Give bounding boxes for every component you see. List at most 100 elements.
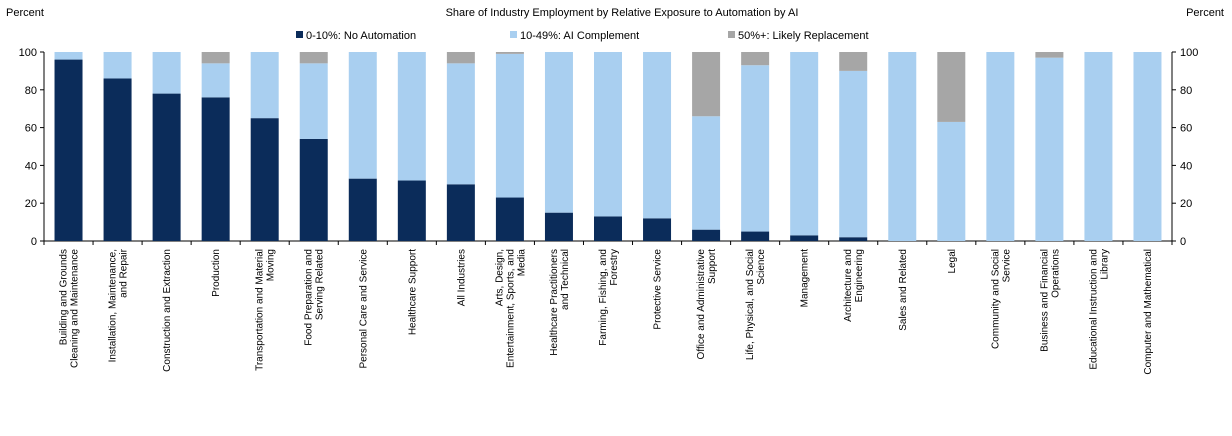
- legend-swatch-2: [728, 31, 735, 38]
- bar-segment-1-11: [594, 52, 622, 217]
- bar-segment-1-20: [1035, 57, 1064, 241]
- bar-segment-2-18: [937, 52, 966, 122]
- x-tick-label-text: All Industries: [456, 249, 467, 306]
- x-tick-label-text: Management: [800, 249, 811, 308]
- x-tick-label-text: Business and FinancialOperations: [1039, 249, 1061, 352]
- x-tick-label-text: Healthcare Support: [407, 249, 418, 335]
- bar-segment-0-2: [152, 93, 181, 241]
- x-tick-label-text: Protective Service: [653, 249, 664, 330]
- x-tick-label-text: Building and GroundsCleaning and Mainten…: [59, 249, 81, 368]
- bar-segment-1-14: [741, 65, 770, 232]
- x-tick-label: Protective Service: [653, 249, 664, 330]
- bar-segment-0-15: [790, 235, 819, 241]
- bar-segment-2-14: [741, 52, 770, 66]
- legend-label-0: 0-10%: No Automation: [306, 30, 416, 42]
- bar-segment-0-0: [54, 59, 83, 242]
- bar-segment-0-12: [643, 218, 672, 241]
- y-tick-label-right: 0: [1180, 236, 1186, 248]
- bar-segment-2-5: [299, 52, 328, 64]
- bar-segment-1-1: [103, 52, 132, 79]
- y-tick-label-left: 0: [31, 236, 37, 248]
- x-tick-label: Personal Care and Service: [358, 249, 369, 369]
- legend: 0-10%: No Automation 10-49%: AI Complemen…: [296, 30, 869, 42]
- bar-segment-1-0: [54, 52, 83, 60]
- bar-segment-1-2: [152, 52, 181, 94]
- bar-segment-0-3: [201, 97, 230, 241]
- x-tick-label: Architecture andEngineering: [843, 249, 865, 322]
- x-tick-label-text: Farming, Fishing, andForestry: [598, 249, 620, 346]
- bar-segment-1-17: [888, 52, 917, 241]
- x-axis-labels: Building and GroundsCleaning and Mainten…: [59, 248, 1154, 374]
- bar-segment-2-9: [495, 52, 524, 54]
- bar-segment-1-10: [544, 52, 573, 213]
- bar-segment-1-6: [348, 52, 377, 179]
- y-tick-label-left: 80: [25, 85, 37, 97]
- x-tick-label: Arts, Design,Entertainment, Sports, andM…: [494, 249, 527, 368]
- x-tick-label: Community and SocialService: [990, 249, 1012, 349]
- bar-segment-0-1: [103, 78, 132, 242]
- x-tick-label: Construction and Extraction: [162, 249, 173, 372]
- legend-swatch-1: [510, 31, 517, 38]
- bar-segment-0-11: [594, 216, 622, 241]
- bar-segment-1-12: [643, 52, 672, 219]
- x-tick-label-text: Arts, Design,Entertainment, Sports, andM…: [494, 249, 527, 368]
- bar-segment-2-3: [201, 52, 230, 64]
- bar-segment-1-7: [397, 52, 426, 181]
- x-tick-label-text: Construction and Extraction: [162, 249, 173, 372]
- x-tick-label-text: Office and AdministrativeSupport: [696, 249, 718, 360]
- x-tick-label-text: Community and SocialService: [990, 249, 1012, 349]
- bar-segment-0-8: [446, 184, 475, 241]
- x-tick-label-text: Architecture andEngineering: [843, 249, 865, 322]
- bar-segment-1-13: [692, 116, 721, 230]
- bar-segment-0-9: [495, 197, 524, 241]
- legend-label-2: 50%+: Likely Replacement: [738, 30, 869, 42]
- right-axis-label: Percent: [1186, 7, 1224, 19]
- y-tick-label-right: 80: [1180, 85, 1192, 97]
- bar-segment-1-5: [299, 63, 328, 139]
- x-tick-label: Sales and Related: [898, 249, 909, 331]
- x-tick-label: Healthcare Practitionersand Technical: [549, 249, 571, 356]
- bar-segment-0-5: [299, 138, 328, 241]
- y-tick-label-right: 100: [1180, 47, 1198, 59]
- x-tick-label: Installation, Maintenance,and Repair: [108, 248, 130, 362]
- x-tick-label: Farming, Fishing, andForestry: [598, 249, 620, 346]
- x-tick-label-text: Installation, Maintenance,and Repair: [108, 248, 130, 362]
- x-tick-label: Computer and Mathematical: [1143, 249, 1154, 375]
- x-tick-label-text: Sales and Related: [898, 249, 909, 331]
- bar-segment-1-4: [250, 52, 279, 119]
- x-tick-label-text: Computer and Mathematical: [1143, 249, 1154, 375]
- bar-segment-2-13: [692, 52, 721, 117]
- bar-segment-2-8: [446, 52, 475, 64]
- bar-segment-2-16: [839, 52, 868, 71]
- bar-segment-0-7: [397, 180, 426, 241]
- chart-title: Share of Industry Employment by Relative…: [446, 7, 799, 19]
- x-tick-label-text: Personal Care and Service: [358, 249, 369, 369]
- x-tick-label: Production: [211, 249, 222, 297]
- bar-segment-1-18: [937, 121, 966, 241]
- bar-segment-0-14: [741, 231, 770, 241]
- y-tick-label-right: 40: [1180, 160, 1192, 172]
- bar-segment-1-19: [986, 52, 1015, 241]
- x-tick-label: All Industries: [456, 249, 467, 306]
- y-tick-label-left: 60: [25, 123, 37, 135]
- y-tick-label-left: 100: [19, 47, 37, 59]
- y-tick-label-right: 60: [1180, 123, 1192, 135]
- x-tick-label: Legal: [947, 249, 958, 273]
- x-tick-label: Life, Physical, and SocialScience: [745, 249, 767, 361]
- bar-segment-0-6: [348, 178, 377, 241]
- bar-segment-0-16: [839, 237, 868, 241]
- x-tick-label: Healthcare Support: [407, 249, 418, 335]
- x-tick-label: Management: [800, 249, 811, 308]
- x-tick-label: Business and FinancialOperations: [1039, 249, 1061, 352]
- x-tick-label-text: Educational Instruction andLibrary: [1088, 249, 1110, 370]
- x-tick-label-text: Food Preparation andServing Related: [304, 249, 326, 346]
- x-tick-label-text: Production: [211, 249, 222, 297]
- bars: [54, 52, 1162, 242]
- x-tick-label-text: Life, Physical, and SocialScience: [745, 249, 767, 361]
- y-tick-label-right: 20: [1180, 198, 1192, 210]
- left-axis-label: Percent: [6, 7, 44, 19]
- x-tick-label-text: Healthcare Practitionersand Technical: [549, 249, 571, 356]
- bar-segment-1-9: [495, 53, 524, 198]
- x-tick-label: Food Preparation andServing Related: [304, 249, 326, 346]
